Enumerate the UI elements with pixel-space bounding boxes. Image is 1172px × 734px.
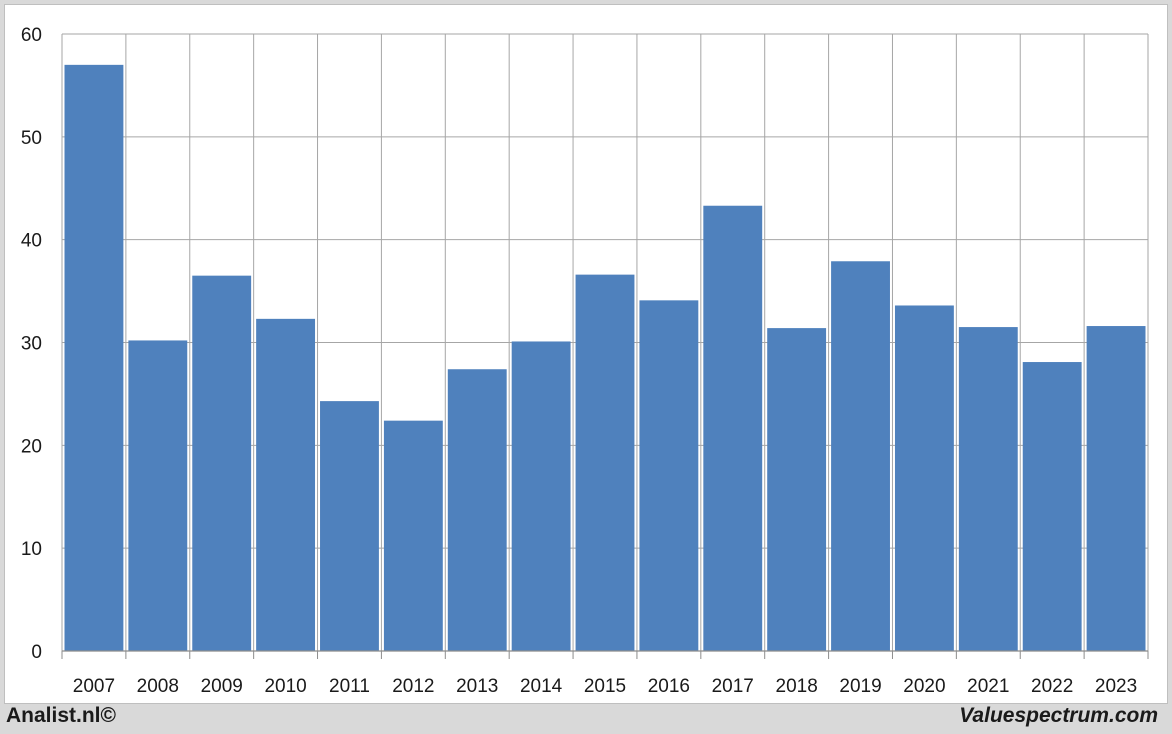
bar-2010 [256,318,316,651]
x-tick-label: 2009 [201,676,243,697]
y-axis-ticks: 0 10 20 30 40 50 60 [21,25,42,663]
footer-source-right: Valuespectrum.com [959,704,1158,727]
bar-2007 [64,64,124,652]
bar-2009 [192,275,252,651]
bar-2016 [639,300,699,651]
bar-2011 [320,401,379,651]
x-tick-label: 2007 [73,676,115,697]
y-tick-label: 60 [21,25,42,46]
bar-2019 [831,261,890,651]
bar-2021 [958,327,1018,651]
bar-2012 [383,420,443,651]
x-tick-label: 2023 [1095,676,1137,697]
x-tick-label: 2017 [712,676,754,697]
x-tick-label: 2008 [137,676,179,697]
x-tick-label: 2016 [648,676,690,697]
x-tick-label: 2020 [903,676,945,697]
bar-2008 [128,340,188,651]
x-tick-label: 2013 [456,676,498,697]
x-tick-label: 2012 [392,676,434,697]
x-tick-label: 2010 [264,676,306,697]
x-axis-ticks: 2007 2008 2009 2010 2011 2012 2013 2014 2015 2016… [73,676,1137,697]
x-tick-label: 2022 [1031,676,1073,697]
y-tick-label: 10 [21,539,42,560]
x-tick-label: 2018 [776,676,818,697]
y-tick-label: 40 [21,231,42,252]
x-tick-label: 2011 [329,676,370,697]
bar-2018 [767,328,827,651]
bar-2017 [703,205,763,651]
y-tick-label: 20 [21,436,42,457]
x-tick-label: 2019 [839,676,881,697]
x-tick-label: 2015 [584,676,626,697]
bar-2020 [894,305,954,651]
bar-2014 [511,341,571,651]
y-tick-label: 0 [31,642,42,663]
bar-2015 [575,274,635,651]
y-tick-label: 50 [21,128,42,149]
bar-2013 [447,369,507,651]
y-tick-label: 30 [21,334,42,355]
bars [64,64,1146,652]
x-tick-label: 2021 [967,676,1009,697]
x-tick-label: 2014 [520,676,563,697]
bar-2022 [1022,362,1082,651]
bar-2023 [1086,326,1146,651]
axes [61,650,1149,659]
footer-source-left: Analist.nl© [6,704,116,727]
